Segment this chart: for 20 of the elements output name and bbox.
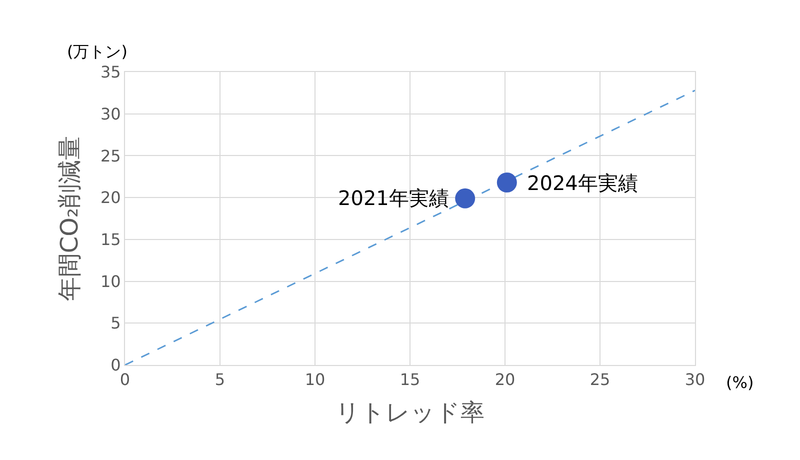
x-axis-title: リトレッド率 [336,398,484,426]
y-tick-label: 30 [100,104,121,124]
y-tick-label: 15 [100,230,121,250]
y-axis-title: 年間CO₂削減量 [56,136,84,302]
x-tick-label: 5 [214,370,226,390]
x-tick-label: 30 [684,370,706,390]
annotation: 2024年実績 [527,171,638,195]
y-tick-label: 25 [100,146,121,166]
x-tick-label: 20 [494,370,516,390]
y-tick-label: 5 [110,314,121,333]
y-tick-label: 0 [110,356,121,375]
x-tick-label: 25 [590,370,610,390]
y-tick-label: 35 [100,62,121,82]
x-tick-label: 10 [304,370,326,390]
annotation: 2021年実績 [338,186,449,210]
y-tick-label: 20 [100,188,121,208]
text: (%) [726,373,754,392]
y-tick-label: 10 [100,272,121,291]
x-tick-label: 15 [400,370,420,390]
text: (万トン) [67,42,128,61]
